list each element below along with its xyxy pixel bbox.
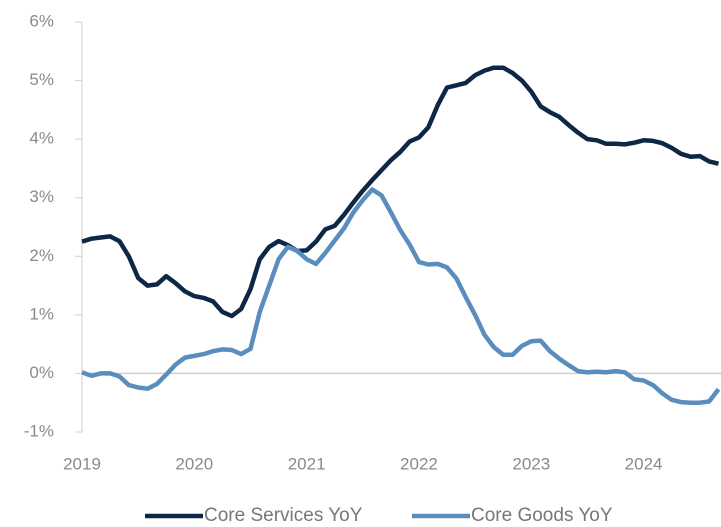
x-tick-label: 2020	[175, 454, 213, 473]
y-tick-label: 0%	[29, 363, 54, 382]
y-tick-label: 3%	[29, 187, 54, 206]
series-line	[81, 187, 721, 405]
x-tick-label: 2021	[288, 454, 326, 473]
legend-label: Core Goods YoY	[471, 505, 613, 526]
x-tick-label: 2022	[400, 454, 438, 473]
y-tick-label: 2%	[29, 246, 54, 265]
x-tick-label: 2024	[625, 454, 663, 473]
y-tick-label: 1%	[29, 304, 54, 323]
x-tick-label: 2023	[512, 454, 550, 473]
y-tick-label: 5%	[29, 70, 54, 89]
y-tick-label: 4%	[29, 129, 54, 148]
y-tick-label: -1%	[24, 421, 54, 440]
x-tick-label: 2019	[63, 454, 101, 473]
y-tick-label: 6%	[29, 11, 54, 30]
legend-label: Core Services YoY	[204, 505, 363, 526]
legend: Core Services YoY Core Goods YoY	[145, 505, 613, 526]
series-line	[81, 65, 720, 319]
